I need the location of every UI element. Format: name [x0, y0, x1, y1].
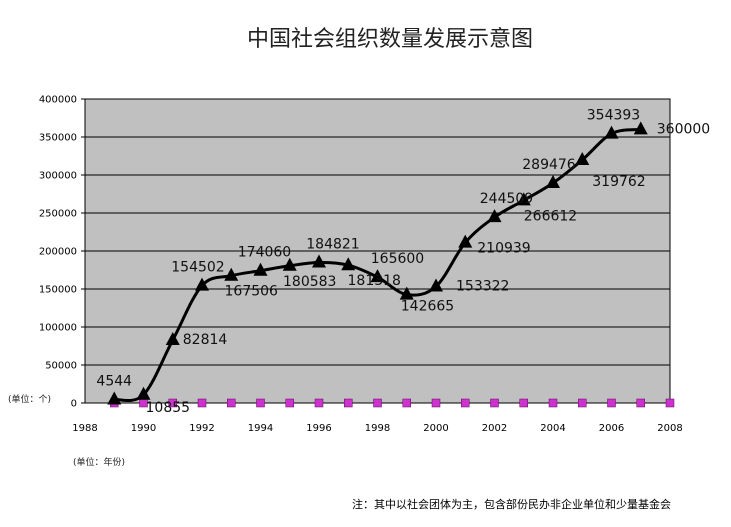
x-tick-label: 2006 [599, 423, 624, 434]
zero-marker [636, 398, 645, 408]
data-point-marker [136, 386, 151, 400]
data-label: 153322 [456, 278, 509, 294]
data-point-marker [575, 151, 590, 165]
data-point-marker [604, 125, 619, 139]
x-tick-label: 1992 [189, 423, 214, 434]
zero-marker [256, 398, 265, 408]
data-label: 142665 [401, 299, 454, 315]
data-label: 354393 [587, 108, 640, 124]
data-point-marker [458, 234, 473, 248]
data-point-marker [546, 174, 560, 188]
zero-marker [285, 398, 294, 408]
y-tick-label: 400000 [39, 95, 77, 106]
y-tick-label: 200000 [39, 247, 77, 258]
zero-marker [402, 398, 411, 408]
data-point-marker [516, 192, 531, 206]
data-label: 165600 [371, 251, 424, 267]
data-point-marker [312, 254, 326, 268]
chart-title: 中国社会组织数量发展示意图 [247, 27, 533, 52]
data-label: 360000 [657, 121, 710, 137]
x-tick-label: 1994 [248, 423, 273, 434]
data-point-marker [165, 332, 180, 346]
data-point-marker [370, 269, 385, 283]
data-point-marker [399, 286, 414, 300]
data-point-marker [429, 278, 443, 292]
data-point-marker [107, 391, 122, 405]
zero-marker [344, 398, 353, 408]
data-label: 154502 [171, 260, 224, 276]
y-axis: 0 50000 100000 150000 200000 250000 300000 3500… [39, 95, 85, 410]
x-tick-label: 1990 [131, 423, 156, 434]
y-tick-label: 100000 [39, 323, 77, 334]
x-tick-label: 2004 [540, 423, 565, 434]
data-point-marker [195, 277, 209, 291]
zero-marker [490, 398, 499, 408]
x-tick-label: 1988 [72, 423, 97, 434]
data-point-marker [487, 209, 502, 223]
data-point-marker [282, 257, 297, 271]
zero-marker [431, 398, 441, 408]
data-point-marker [224, 267, 239, 281]
data-label: 266612 [524, 208, 577, 224]
zero-marker [373, 398, 382, 408]
data-label: 4544 [96, 374, 132, 390]
data-point-marker [253, 262, 268, 276]
data-label: 184821 [306, 237, 359, 253]
x-tick-label: 2008 [657, 423, 682, 434]
zero-marker [578, 398, 587, 408]
data-label: 10855 [146, 400, 191, 416]
y-tick-label: 0 [71, 399, 77, 410]
data-label: 167506 [225, 284, 279, 300]
zero-marker [314, 398, 324, 408]
x-tick-label: 1996 [306, 423, 331, 434]
zero-marker [607, 398, 616, 408]
data-label: 289476 [522, 157, 576, 173]
data-point-marker [633, 121, 648, 135]
zero-marker [665, 398, 675, 408]
zero-marker [461, 398, 470, 408]
y-tick-label: 50000 [45, 361, 77, 372]
data-label: 181318 [348, 273, 401, 289]
data-label: 180583 [283, 274, 336, 290]
x-axis: 1988 1990 1992 1994 1996 1998 2000 2002 2004 2006… [72, 398, 683, 434]
data-label: 174060 [238, 245, 291, 261]
y-tick-label: 250000 [39, 209, 77, 220]
data-label: 319762 [592, 174, 645, 190]
series-group [107, 121, 648, 405]
x-unit-label: (单位：年份) [73, 456, 125, 468]
data-label: 244509 [480, 191, 533, 207]
grid-lines [85, 136, 670, 366]
x-tick-label: 1998 [365, 423, 390, 434]
y-tick-label: 150000 [39, 285, 77, 296]
x-tick-label: 2000 [423, 423, 448, 434]
zero-marker [519, 398, 528, 408]
y-tick-label: 300000 [39, 171, 77, 182]
chart-note: 注：其中以社会团体为主，包含部份民办非企业单位和少量基金会 [352, 497, 671, 511]
data-point-marker [341, 257, 356, 271]
zero-marker [197, 398, 207, 408]
zero-marker [227, 398, 236, 408]
zero-marker [548, 398, 558, 408]
zero-marker [168, 398, 177, 408]
data-label: 82814 [183, 332, 228, 348]
x-tick-label: 2002 [482, 423, 507, 434]
data-label: 210939 [477, 241, 530, 257]
y-tick-label: 350000 [39, 133, 77, 144]
y-unit-label: (单位：个) [8, 393, 51, 405]
